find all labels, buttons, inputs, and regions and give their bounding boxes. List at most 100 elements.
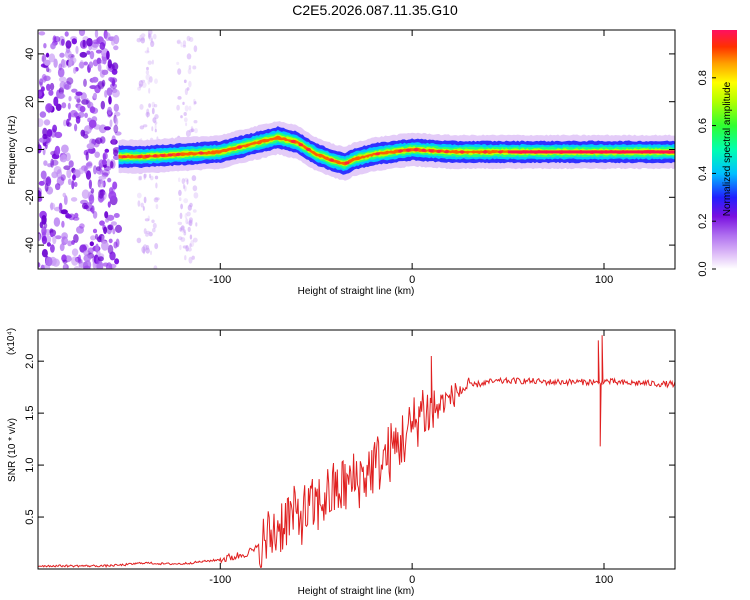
- faint-speck: [151, 59, 154, 65]
- ridge-peak: [329, 158, 335, 162]
- faint-speck: [148, 103, 152, 108]
- faint-speck: [189, 37, 194, 42]
- faint-speck: [178, 197, 182, 202]
- noise-blob: [41, 249, 48, 258]
- noise-blob: [51, 159, 59, 166]
- noise-blob: [49, 82, 55, 91]
- faint-speck: [142, 248, 146, 255]
- ridge-band: [118, 135, 675, 166]
- faint-speck: [147, 60, 152, 65]
- y-tick-label: 2.0: [24, 354, 36, 369]
- noise-blob: [84, 165, 88, 174]
- faint-speck: [186, 87, 190, 91]
- noise-blob: [43, 160, 48, 166]
- colorbar-ticks: 0.0 0.2 0.4 0.6 0.8: [697, 70, 716, 277]
- noise-blob: [79, 51, 88, 58]
- noise-blob: [109, 187, 114, 195]
- noise-blob: [113, 45, 119, 51]
- ridge-peak: [175, 152, 181, 157]
- noise-blob: [99, 220, 105, 226]
- faint-speck: [153, 265, 158, 269]
- noise-blob: [109, 161, 114, 169]
- noise-blob: [81, 189, 90, 199]
- noise-blob: [46, 129, 53, 137]
- faint-speck: [137, 176, 141, 181]
- noise-blob: [103, 126, 111, 131]
- noise-blob: [108, 238, 113, 244]
- noise-blob: [79, 105, 86, 113]
- noise-blob: [61, 220, 65, 228]
- noise-blob: [96, 168, 104, 175]
- ridge-peak: [497, 150, 503, 154]
- noise-blob: [73, 181, 78, 187]
- noise-blob: [46, 83, 51, 91]
- noise-blob: [78, 261, 86, 268]
- spectrogram-plot-area: [38, 30, 675, 269]
- noise-blob: [73, 67, 77, 74]
- noise-blob: [53, 36, 61, 43]
- noise-blob: [63, 119, 67, 127]
- noise-blob: [111, 62, 119, 71]
- snr-y-ticks: 0.5 1.0 1.5 2.0: [24, 354, 675, 525]
- y-tick-label: 0.5: [24, 509, 36, 524]
- noise-blob: [97, 63, 102, 72]
- faint-speck: [181, 178, 185, 185]
- faint-speck: [193, 120, 198, 124]
- noise-blob: [97, 236, 103, 243]
- faint-speck: [177, 221, 183, 226]
- noise-blob: [75, 45, 79, 55]
- faint-speck: [183, 79, 187, 84]
- ridge-peak: [198, 151, 204, 155]
- ridge-peak: [144, 154, 150, 158]
- faint-speck: [144, 50, 150, 54]
- noise-blob: [46, 66, 50, 73]
- faint-speck: [182, 183, 186, 190]
- noise-blob: [95, 37, 101, 45]
- noise-blob: [50, 244, 55, 253]
- noise-blob: [106, 262, 113, 269]
- ridge-peak: [428, 149, 434, 153]
- faint-speck: [177, 236, 183, 241]
- faint-speck: [148, 33, 151, 39]
- noise-blob: [81, 99, 89, 105]
- x-tick-label: 0: [409, 574, 415, 586]
- spectrogram-x-ticks: -100 0 100: [209, 30, 613, 286]
- noise-blob: [110, 221, 117, 226]
- colorbar-tick-label: 0.4: [697, 166, 709, 181]
- faint-speck: [185, 218, 189, 225]
- faint-speck: [180, 115, 183, 119]
- faint-speck: [188, 256, 193, 264]
- noise-blob: [86, 37, 93, 47]
- noise-blob: [97, 256, 104, 262]
- noise-blob: [53, 217, 61, 227]
- faint-speck: [178, 177, 181, 183]
- faint-speck: [180, 226, 185, 233]
- noise-blob: [52, 234, 57, 245]
- faint-speck: [179, 244, 182, 251]
- noise-blob: [111, 135, 116, 145]
- faint-speck: [143, 196, 147, 204]
- noise-blob: [84, 125, 92, 134]
- noise-blob: [41, 73, 47, 83]
- noise-blob: [99, 69, 105, 78]
- noise-blob: [108, 95, 112, 105]
- faint-speck: [151, 107, 155, 115]
- faint-speck: [145, 70, 150, 75]
- noise-blob: [78, 30, 86, 37]
- noise-blob: [113, 103, 120, 112]
- faint-speck: [176, 104, 180, 111]
- noise-blob: [111, 68, 118, 75]
- faint-speck: [138, 80, 144, 87]
- noise-blob: [50, 42, 56, 50]
- noise-blob: [60, 59, 68, 68]
- faint-speck: [183, 112, 187, 116]
- faint-speck: [187, 226, 191, 232]
- noise-blob: [79, 244, 87, 253]
- noise-blob: [41, 226, 47, 236]
- ridge-peak: [375, 152, 381, 156]
- noise-blob: [67, 102, 71, 110]
- noise-blob: [50, 202, 54, 211]
- ridge-peak: [398, 149, 404, 153]
- noise-blob: [73, 234, 79, 243]
- ridge-peak: [237, 145, 242, 149]
